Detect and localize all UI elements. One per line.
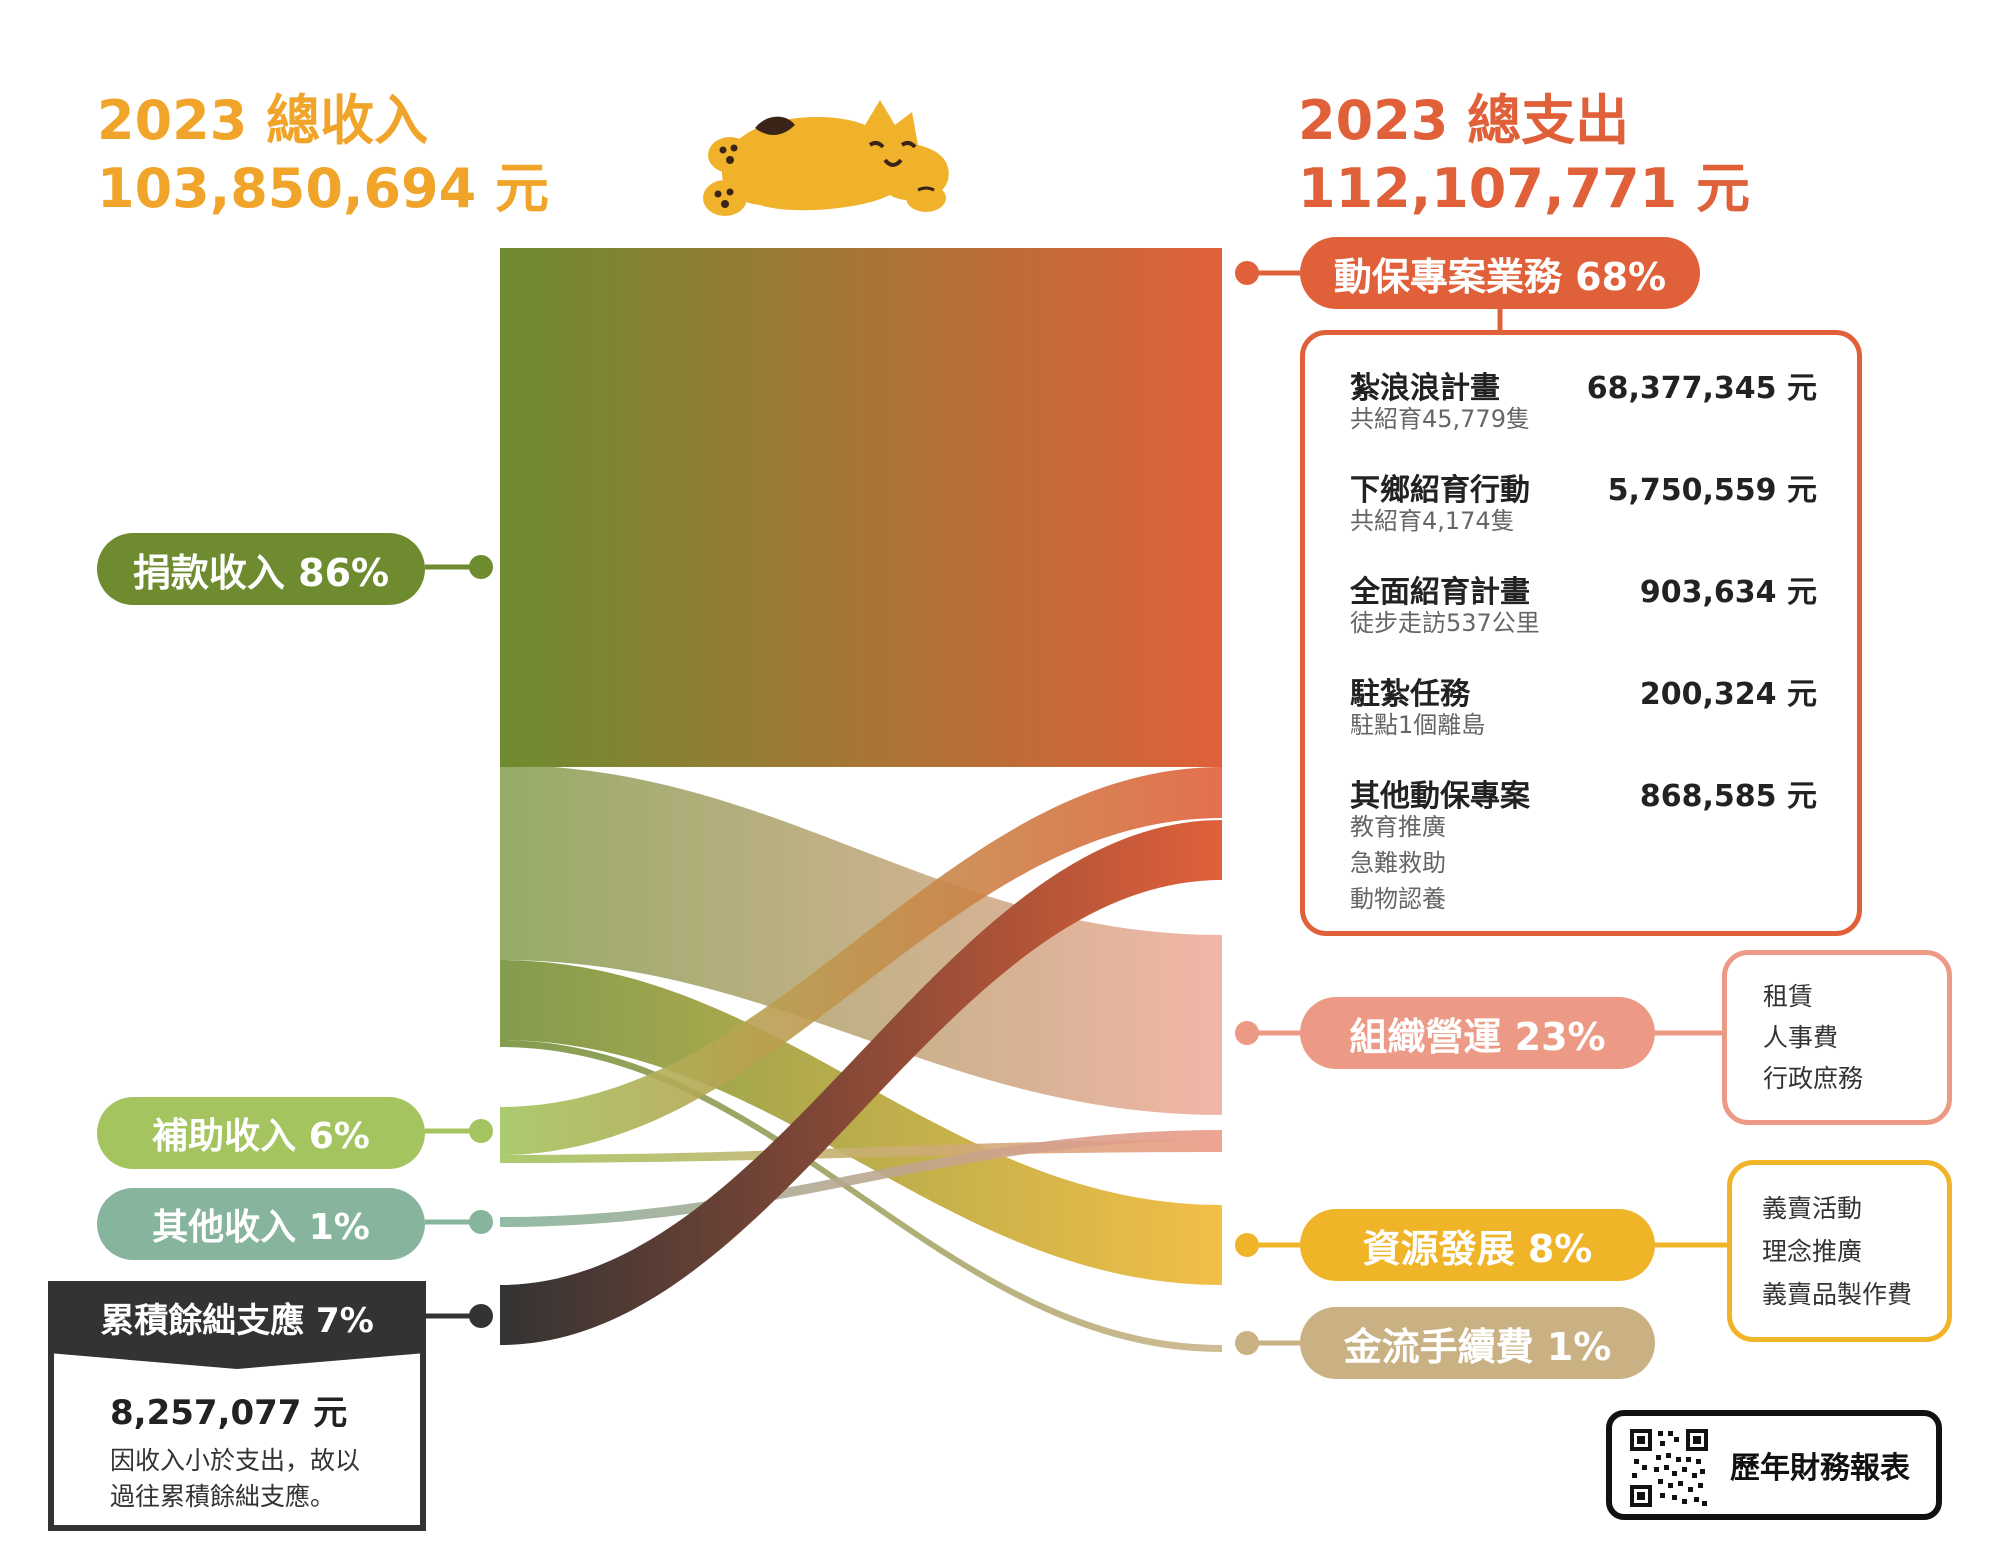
project-sub: 徒步走訪537公里 — [1350, 609, 1540, 637]
reserve-amount: 8,257,077 元 — [110, 1393, 348, 1433]
annual-report-label: 歷年財務報表 — [1730, 1451, 1910, 1486]
project-amount: 200,324 元 — [1639, 677, 1817, 712]
resource-item: 理念推廣 — [1762, 1237, 1863, 1266]
expense-fee-label: 金流手續費 1% — [1300, 1307, 1655, 1379]
project-name: 駐紮任務 — [1350, 677, 1470, 712]
project-amount: 903,634 元 — [1639, 575, 1817, 610]
cat-mascot-icon — [703, 100, 949, 216]
expense-title: 2023 總支出 — [1298, 89, 1630, 152]
income-other-label: 其他收入 1% — [97, 1188, 425, 1260]
operation-item: 人事費 — [1763, 1023, 1839, 1052]
flow-subsidy-project — [500, 767, 1222, 1155]
income-reserve-label: 累積餘絀支應 7% — [100, 1300, 374, 1341]
project-sub: 教育推廣 — [1350, 813, 1446, 841]
reserve-note-line2: 過往累積餘絀支應。 — [110, 1482, 336, 1511]
flow-donation-fee — [500, 1040, 1222, 1352]
project-amount: 5,750,559 元 — [1607, 473, 1817, 508]
operation-item: 租賃 — [1763, 982, 1814, 1011]
operation-item: 行政庶務 — [1763, 1064, 1864, 1093]
project-amount: 868,585 元 — [1639, 779, 1817, 814]
annual-report-button[interactable]: 歷年財務報表 — [1606, 1410, 1942, 1520]
reserve-note-line1: 因收入小於支出，故以 — [110, 1446, 361, 1475]
resource-items-box: 義賣活動 理念推廣 義賣品製作費 — [1727, 1160, 1952, 1342]
project-name: 紮浪浪計畫 — [1350, 371, 1500, 406]
project-name: 下鄉紹育行動 — [1350, 473, 1530, 508]
qr-code-icon — [1630, 1429, 1708, 1507]
resource-item: 義賣活動 — [1762, 1194, 1863, 1223]
expense-amount: 112,107,771 元 — [1298, 157, 1750, 220]
project-amount: 68,377,345 元 — [1586, 371, 1817, 406]
project-name: 其他動保專案 — [1350, 779, 1530, 814]
flow-donation-project — [500, 248, 1222, 767]
income-title: 2023 總收入 — [97, 89, 429, 152]
reserve-box: 累積餘絀支應 7% 8,257,077 元 因收入小於支出，故以 過往累積餘絀支… — [48, 1281, 426, 1531]
resource-item: 義賣品製作費 — [1762, 1280, 1913, 1309]
project-sub: 急難救助 — [1350, 849, 1446, 877]
project-detail-box: 紮浪浪計畫 68,377,345 元 共紹育45,779隻 下鄉紹育行動 5,7… — [1300, 330, 1862, 936]
income-amount: 103,850,694 元 — [97, 157, 549, 220]
income-subsidy-label: 補助收入 6% — [97, 1097, 425, 1169]
expense-resource-label: 資源發展 8% — [1300, 1209, 1655, 1281]
project-sub: 共紹育45,779隻 — [1350, 405, 1530, 433]
project-sub: 共紹育4,174隻 — [1350, 507, 1515, 535]
income-donation-label: 捐款收入 86% — [97, 533, 425, 605]
flow-other-operation — [500, 1130, 1222, 1227]
expense-project-label: 動保專案業務 68% — [1300, 237, 1700, 309]
operation-items-box: 租賃 人事費 行政庶務 — [1722, 950, 1952, 1125]
flow-reserve-project — [500, 820, 1222, 1345]
project-sub: 駐點1個離島 — [1350, 711, 1486, 739]
project-name: 全面紹育計畫 — [1350, 575, 1530, 610]
flow-donation-resource — [500, 960, 1222, 1285]
project-sub: 動物認養 — [1350, 885, 1446, 913]
expense-operation-label: 組織營運 23% — [1300, 997, 1655, 1069]
